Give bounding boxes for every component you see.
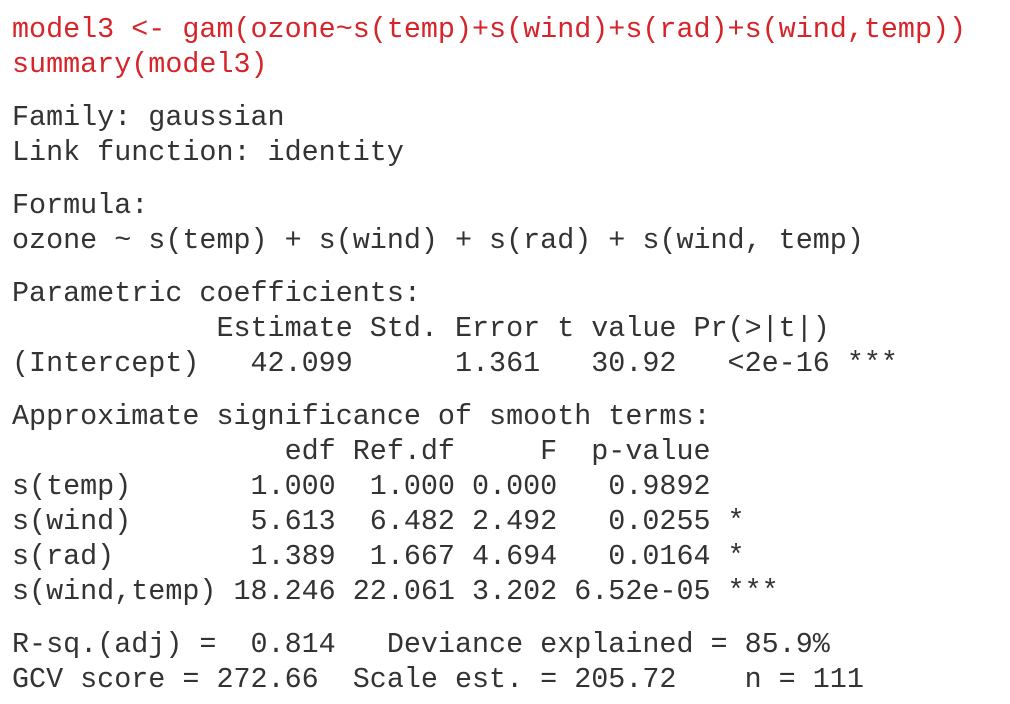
- output-line: Family: gaussian: [12, 101, 285, 134]
- output-line: (Intercept) 42.099 1.361 30.92 <2e-16 **…: [12, 347, 898, 380]
- output-line: s(temp) 1.000 1.000 0.000 0.9892: [12, 470, 711, 503]
- output-line: R-sq.(adj) = 0.814 Deviance explained = …: [12, 628, 830, 661]
- output-line: s(wind) 5.613 6.482 2.492 0.0255 *: [12, 505, 745, 538]
- output-block: Family: gaussian Link function: identity: [12, 100, 1010, 170]
- output-line: s(rad) 1.389 1.667 4.694 0.0164 *: [12, 540, 745, 573]
- output-line: Estimate Std. Error t value Pr(>|t|): [12, 312, 830, 345]
- code-line: summary(model3): [12, 48, 268, 81]
- output-line: ozone ~ s(temp) + s(wind) + s(rad) + s(w…: [12, 224, 864, 257]
- output-line: Approximate significance of smooth terms…: [12, 400, 711, 433]
- output-line: Link function: identity: [12, 136, 404, 169]
- code-block: model3 <- gam(ozone~s(temp)+s(wind)+s(ra…: [12, 12, 1010, 82]
- output-block: Formula: ozone ~ s(temp) + s(wind) + s(ra…: [12, 188, 1010, 258]
- output-line: edf Ref.df F p-value: [12, 435, 711, 468]
- output-line: Parametric coefficients:: [12, 277, 421, 310]
- output-line: s(wind,temp) 18.246 22.061 3.202 6.52e-0…: [12, 575, 779, 608]
- output-line: GCV score = 272.66 Scale est. = 205.72 n…: [12, 663, 864, 696]
- output-block: Parametric coefficients: Estimate Std. E…: [12, 276, 1010, 381]
- output-block: R-sq.(adj) = 0.814 Deviance explained = …: [12, 627, 1010, 697]
- output-block: Approximate significance of smooth terms…: [12, 399, 1010, 609]
- output-line: Formula:: [12, 189, 149, 222]
- code-line: model3 <- gam(ozone~s(temp)+s(wind)+s(ra…: [12, 13, 967, 46]
